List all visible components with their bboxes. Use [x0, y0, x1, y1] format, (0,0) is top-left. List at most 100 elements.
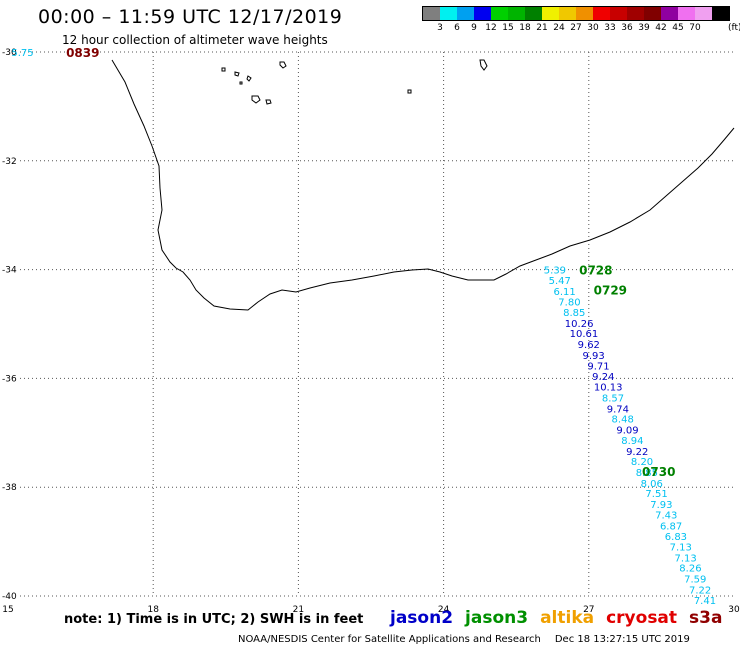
footer-timestamp: Dec 18 13:27:15 UTC 2019 — [554, 634, 690, 645]
legend-swatch — [695, 7, 712, 20]
wave-height-reading: 7.93 — [650, 500, 672, 511]
wave-height-reading: 9.93 — [583, 351, 605, 362]
pass-time-labels: 0839 0728 0729 0730 — [66, 46, 675, 479]
legend-tick-label: 42 — [655, 23, 667, 33]
legend-unit: (ft) — [728, 23, 740, 33]
latitude-label: -30 — [2, 48, 17, 58]
wave-height-reading: 7.13 — [674, 553, 696, 564]
legend-swatch — [423, 7, 440, 20]
satellite-legend-item: cryosat — [606, 608, 678, 628]
legend-swatches — [422, 6, 730, 21]
wave-height-reading: 9.71 — [587, 361, 609, 372]
wave-height-reading: 8.20 — [631, 457, 653, 468]
legend-swatch — [491, 7, 508, 20]
satellite-legend-item: s3a — [689, 608, 723, 628]
legend-tick-label: 6 — [454, 23, 460, 33]
wave-height-reading: 6.87 — [660, 521, 682, 532]
legend-swatch — [661, 7, 678, 20]
wave-height-reading: 10.13 — [594, 383, 623, 394]
wave-height-reading: 8.57 — [602, 393, 624, 404]
legend-tick-label: 45 — [672, 23, 684, 33]
satellite-legend-item: jason2 — [390, 608, 454, 628]
wave-height-reading: 8.85 — [636, 468, 658, 479]
legend-tick-label: 15 — [502, 23, 514, 33]
legend-tick-label: 9 — [471, 23, 477, 33]
wave-height-reading: 8.85 — [563, 308, 585, 319]
wave-height-reading: 8.48 — [612, 415, 634, 426]
legend-tick-label: 18 — [519, 23, 531, 33]
legend-swatch — [627, 7, 644, 20]
coastline-islands — [221, 59, 488, 105]
wave-height-reading: 10.61 — [570, 329, 599, 340]
legend-swatch — [525, 7, 542, 20]
pass-time-label: 0729 — [594, 284, 627, 298]
legend-swatch — [678, 7, 695, 20]
wave-height-reading: 5.39 — [544, 266, 566, 277]
wave-height-reading: 6.83 — [665, 532, 687, 543]
wave-height-reading: 9.74 — [607, 404, 629, 415]
footer: NOAA/NESDIS Center for Satellite Applica… — [238, 634, 690, 645]
note-text: note: 1) Time is in UTC; 2) SWH is in fe… — [64, 612, 364, 627]
wave-height-reading: 5.47 — [549, 276, 571, 287]
latitude-label: -40 — [2, 592, 17, 602]
longitude-label: 18 — [147, 605, 159, 615]
legend-swatch — [508, 7, 525, 20]
legend-tick-label: 24 — [553, 23, 565, 33]
legend-tick-label: 30 — [587, 23, 599, 33]
wave-height-reading: 9.62 — [578, 340, 600, 351]
wave-height-reading: 6.11 — [553, 287, 575, 298]
legend-tick-label: 36 — [621, 23, 633, 33]
latitude-label: -36 — [2, 374, 17, 384]
legend-swatch — [457, 7, 474, 20]
longitude-label: 24 — [438, 605, 450, 615]
wave-height-reading: 9.24 — [592, 372, 614, 383]
wave-height-reading: 8.26 — [679, 564, 701, 575]
legend-tick-label: 27 — [570, 23, 582, 33]
legend-swatch — [644, 7, 661, 20]
legend-tick-label: 39 — [638, 23, 650, 33]
wave-height-reading: 8.06 — [641, 479, 663, 490]
legend-swatch — [559, 7, 576, 20]
legend-tick-label: 70 — [689, 23, 701, 33]
wave-height-reading: 9.09 — [616, 426, 638, 437]
latitude-label: -32 — [2, 157, 17, 167]
legend-tick-label: 12 — [485, 23, 497, 33]
legend-swatch — [712, 7, 729, 20]
wave-height-reading: 10.26 — [565, 319, 594, 330]
legend-tick-label: 21 — [536, 23, 548, 33]
wave-height-reading: 7.41 — [694, 596, 716, 607]
longitude-label: 21 — [293, 605, 304, 615]
wave-height-reading: 7.43 — [655, 510, 677, 521]
wave-height-reading: 7.80 — [558, 298, 580, 309]
legend-swatch — [576, 7, 593, 20]
latitude-labels: -30 -32 -34 -36 -38 -40 — [2, 48, 17, 602]
latitude-label: -38 — [2, 483, 17, 493]
satellite-legend: jason2 jason3 altika cryosat s3a — [390, 608, 722, 628]
legend-tick-label: 33 — [604, 23, 616, 33]
map-title: 00:00 – 11:59 UTC 12/17/2019 — [38, 6, 343, 28]
wave-height-reading: 7.13 — [670, 542, 692, 553]
wave-height-reading: 7.22 — [689, 585, 711, 596]
wave-height-readings: 5.755.395.476.117.808.8510.2610.619.629.… — [11, 48, 716, 607]
legend-tick-label: 3 — [437, 23, 443, 33]
pass-time-label: 0839 — [66, 46, 99, 60]
coastline — [111, 59, 735, 311]
legend-swatch — [440, 7, 457, 20]
wave-height-reading: 7.59 — [684, 575, 706, 586]
satellite-legend-item: jason3 — [465, 608, 529, 628]
legend-swatch — [474, 7, 491, 20]
pass-time-label: 0728 — [579, 264, 612, 278]
legend-swatch — [542, 7, 559, 20]
graticule — [20, 51, 734, 597]
wave-height-reading: 8.94 — [621, 436, 643, 447]
longitude-label: 30 — [728, 605, 740, 615]
longitude-labels: 15 18 21 24 27 30 — [2, 605, 740, 615]
satellite-legend-item: altika — [540, 608, 595, 628]
longitude-label: 27 — [583, 605, 594, 615]
map-subtitle: 12 hour collection of altimeter wave hei… — [62, 33, 328, 47]
wave-height-reading: 9.22 — [626, 447, 648, 458]
wave-height-reading: 7.51 — [645, 489, 667, 500]
legend-swatch — [593, 7, 610, 20]
